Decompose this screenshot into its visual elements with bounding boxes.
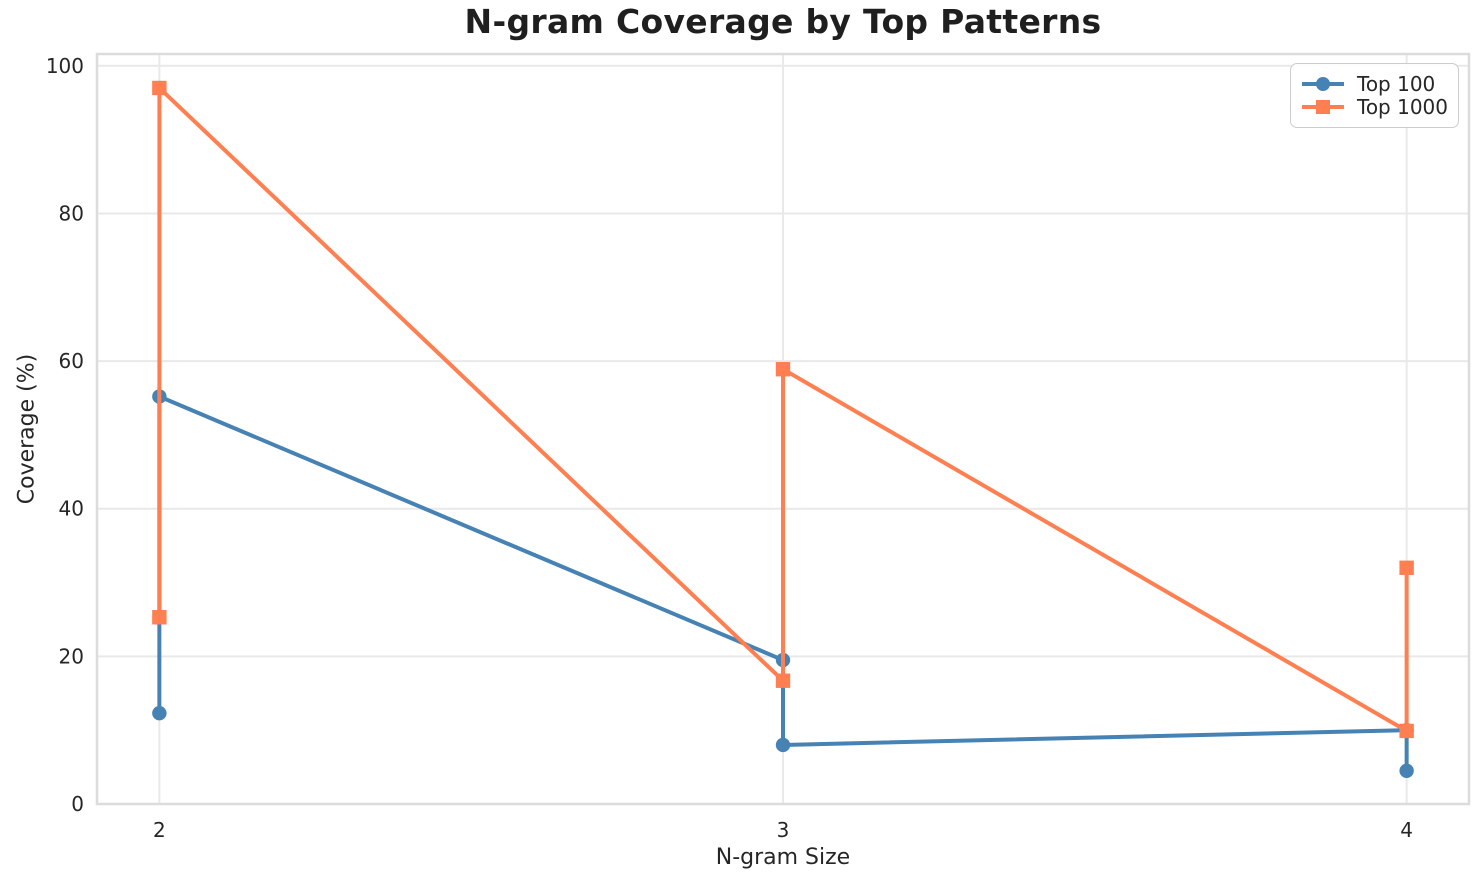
x-tick-label: 2 [153,818,166,842]
legend: Top 100 Top 1000 [1290,63,1459,128]
legend-line-square-icon [1302,100,1344,114]
marker-circle-top-100 [775,737,791,753]
legend-item-top-1000: Top 1000 [1300,97,1450,117]
series-line-top-1000 [157,85,1409,733]
legend-line-circle-icon [1302,77,1344,91]
y-tick-label: 100 [46,54,84,78]
axes-frame [95,52,1471,806]
y-tick-label: 0 [71,792,84,816]
x-tick-label: 3 [777,818,790,842]
y-axis-label: Coverage (%) [14,353,40,505]
marker-square-top-1000 [152,80,167,96]
legend-item-top-100: Top 100 [1300,74,1450,94]
y-tick-label: 60 [59,349,84,373]
y-tick-label: 80 [59,201,84,225]
x-tick-label: 4 [1400,818,1413,842]
legend-label: Top 100 [1357,72,1436,96]
legend-label: Top 1000 [1357,95,1449,119]
y-tick-label: 40 [59,497,84,521]
x-axis-label: N-gram Size [715,845,851,870]
chart-title: N-gram Coverage by Top Patterns [464,2,1102,41]
marker-square-top-1000 [1399,560,1414,575]
marker-circle-top-100 [152,706,167,721]
marker-circle-top-100 [1399,763,1414,778]
y-tick-label: 20 [59,644,84,668]
marker-square-top-1000 [1399,723,1414,739]
marker-square-top-1000 [775,362,791,377]
marker-square-top-1000 [152,610,167,625]
marker-square-top-1000 [775,673,791,688]
